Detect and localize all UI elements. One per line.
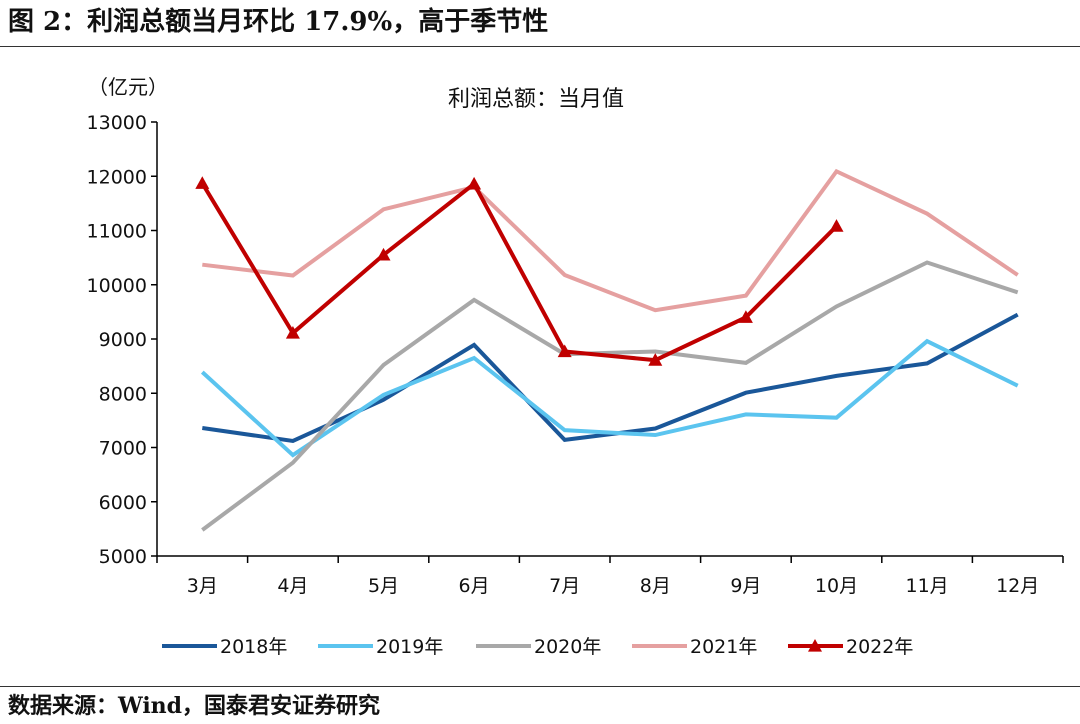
y-axis-unit-label: （亿元）	[88, 75, 168, 99]
x-tick-label: 10月	[815, 575, 858, 597]
x-tick-label: 4月	[277, 575, 308, 597]
legend-marker	[808, 639, 822, 652]
bottom-rule	[0, 686, 1080, 687]
y-tick-label: 11000	[87, 221, 147, 243]
series-point	[557, 344, 572, 358]
y-tick-label: 13000	[87, 112, 147, 134]
series-point	[467, 176, 482, 190]
x-tick-label: 9月	[730, 575, 761, 597]
top-rule	[0, 46, 1080, 47]
series-point	[195, 176, 210, 189]
chart-legend: 2018年 2019年 2020年 2021年 2022年	[162, 636, 913, 658]
series-line-2022年	[200, 180, 838, 363]
legend-label: 2022年	[846, 636, 913, 658]
y-tick-label: 9000	[99, 329, 147, 351]
series-line-2021年	[202, 168, 1019, 313]
y-tick-label: 6000	[99, 492, 147, 514]
x-tick-label: 7月	[549, 575, 580, 597]
legend-label: 2018年	[220, 636, 287, 658]
chart-series	[195, 168, 1019, 532]
y-tick-label: 10000	[87, 275, 147, 297]
series-line-2019年	[200, 338, 1019, 458]
series-point	[648, 353, 663, 366]
x-tick-label: 12月	[996, 575, 1039, 597]
series-line-2018年	[202, 312, 1019, 444]
series-point	[829, 219, 844, 232]
series-point	[376, 247, 391, 261]
chart-title: 利润总额：当月值	[448, 87, 624, 112]
x-tick-label: 3月	[187, 575, 218, 597]
chart-axes: 5000 6000 7000 8000 9000 10000 11000 12000 13000…	[87, 112, 1064, 597]
x-tick-label: 6月	[459, 575, 490, 597]
figure-title: 图 2：利润总额当月环比 17.9%，高于季节性	[8, 7, 549, 37]
x-tick-label: 11月	[906, 575, 949, 597]
legend-label: 2021年	[690, 636, 757, 658]
y-tick-label: 7000	[99, 438, 147, 460]
data-source: 数据来源：Wind，国泰君安证券研究	[8, 693, 381, 719]
series-point	[738, 310, 753, 323]
legend-label: 2019年	[376, 636, 443, 658]
x-tick-label: 8月	[640, 575, 671, 597]
y-tick-label: 12000	[87, 166, 147, 188]
y-tick-label: 5000	[99, 546, 147, 568]
series-line-2020年	[201, 260, 1019, 532]
profit-line-chart: 利润总额：当月值 （亿元） 5000 6000 7000 8000 9000 10000 1…	[87, 75, 1064, 658]
legend-label: 2020年	[534, 636, 601, 658]
series-point	[285, 326, 300, 339]
y-tick-label: 8000	[99, 383, 147, 405]
x-tick-label: 5月	[368, 575, 399, 597]
